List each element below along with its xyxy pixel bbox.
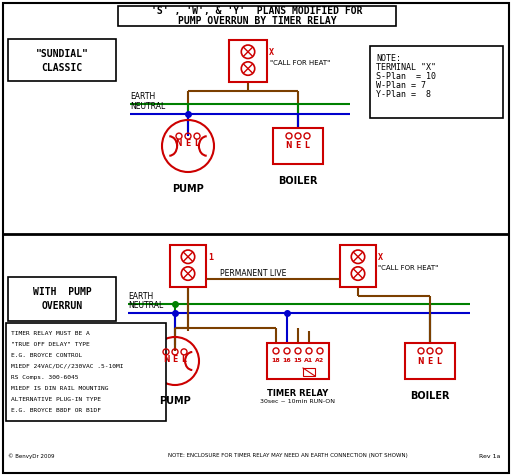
Text: L: L [437,357,441,366]
Text: NOTE: ENCLOSURE FOR TIMER RELAY MAY NEED AN EARTH CONNECTION (NOT SHOWN): NOTE: ENCLOSURE FOR TIMER RELAY MAY NEED… [168,454,408,458]
Text: E.G. BROYCE B8DF OR B1DF: E.G. BROYCE B8DF OR B1DF [11,408,101,413]
Bar [8,277,116,321]
Text: PUMP: PUMP [172,184,204,194]
Text: "SUNDIAL": "SUNDIAL" [35,49,89,59]
Text: 15: 15 [293,357,303,363]
Text: PERMANENT LIVE: PERMANENT LIVE [220,268,286,278]
Text: "CALL FOR HEAT": "CALL FOR HEAT" [378,265,438,271]
Bar [303,368,315,376]
Text: A2: A2 [315,357,325,363]
Text: TIMER RELAY: TIMER RELAY [267,389,329,398]
Text: E: E [173,355,178,364]
Bar [405,343,455,379]
Text: ALTERNATIVE PLUG-IN TYPE: ALTERNATIVE PLUG-IN TYPE [11,397,101,402]
Text: L: L [305,141,309,150]
Text: "TRUE OFF DELAY" TYPE: "TRUE OFF DELAY" TYPE [11,342,90,347]
Text: © BenvyDr 2009: © BenvyDr 2009 [8,453,54,459]
Text: X: X [378,253,383,262]
Text: 18: 18 [272,357,281,363]
Text: N: N [418,357,424,366]
Text: EARTH: EARTH [130,92,155,101]
Text: E: E [428,357,433,366]
Text: TERMINAL "X": TERMINAL "X" [376,63,436,72]
Bar [118,6,396,26]
Text: L: L [182,355,186,364]
Text: E.G. BROYCE CONTROL: E.G. BROYCE CONTROL [11,353,82,358]
Text: WITH  PUMP: WITH PUMP [33,287,91,297]
Text: A1: A1 [304,357,314,363]
Text: N: N [176,139,182,149]
Text: M1EDF 24VAC/DC//230VAC .5-10MI: M1EDF 24VAC/DC//230VAC .5-10MI [11,364,123,369]
Text: "CALL FOR HEAT": "CALL FOR HEAT" [270,60,330,66]
Text: X: X [269,48,274,57]
Bar [6,323,166,421]
Text: L: L [195,139,200,149]
Text: N: N [163,355,169,364]
Text: 30sec ~ 10min RUN-ON: 30sec ~ 10min RUN-ON [261,399,335,404]
Text: EARTH: EARTH [128,292,153,301]
Bar [340,245,376,287]
Text: E: E [295,141,301,150]
Text: PUMP: PUMP [159,396,191,406]
Bar [267,343,329,379]
Bar [8,39,116,81]
Text: 'S' , 'W', & 'Y'  PLANS MODIFIED FOR: 'S' , 'W', & 'Y' PLANS MODIFIED FOR [151,6,362,16]
Text: Rev 1a: Rev 1a [479,454,500,458]
Text: RS Comps. 300-6045: RS Comps. 300-6045 [11,375,78,380]
Text: S-Plan  = 10: S-Plan = 10 [376,72,436,81]
Text: NEUTRAL: NEUTRAL [130,102,165,111]
Text: PUMP OVERRUN BY TIMER RELAY: PUMP OVERRUN BY TIMER RELAY [178,16,336,26]
Text: NEUTRAL: NEUTRAL [128,301,163,310]
Text: NOTE:: NOTE: [376,54,401,63]
Bar [170,245,206,287]
Text: N: N [286,141,292,150]
Text: 1: 1 [208,253,213,262]
Text: TIMER RELAY MUST BE A: TIMER RELAY MUST BE A [11,331,90,336]
Bar [273,128,323,164]
Text: BOILER: BOILER [410,391,450,401]
Text: M1EDF IS DIN RAIL MOUNTING: M1EDF IS DIN RAIL MOUNTING [11,386,109,391]
Text: BOILER: BOILER [278,176,318,186]
Text: Y-Plan =  8: Y-Plan = 8 [376,90,431,99]
Bar [229,40,267,82]
Text: 16: 16 [283,357,291,363]
Text: E: E [185,139,190,149]
Text: CLASSIC: CLASSIC [41,63,82,73]
Text: W-Plan = 7: W-Plan = 7 [376,81,426,90]
Text: OVERRUN: OVERRUN [41,301,82,311]
Bar [370,46,503,118]
